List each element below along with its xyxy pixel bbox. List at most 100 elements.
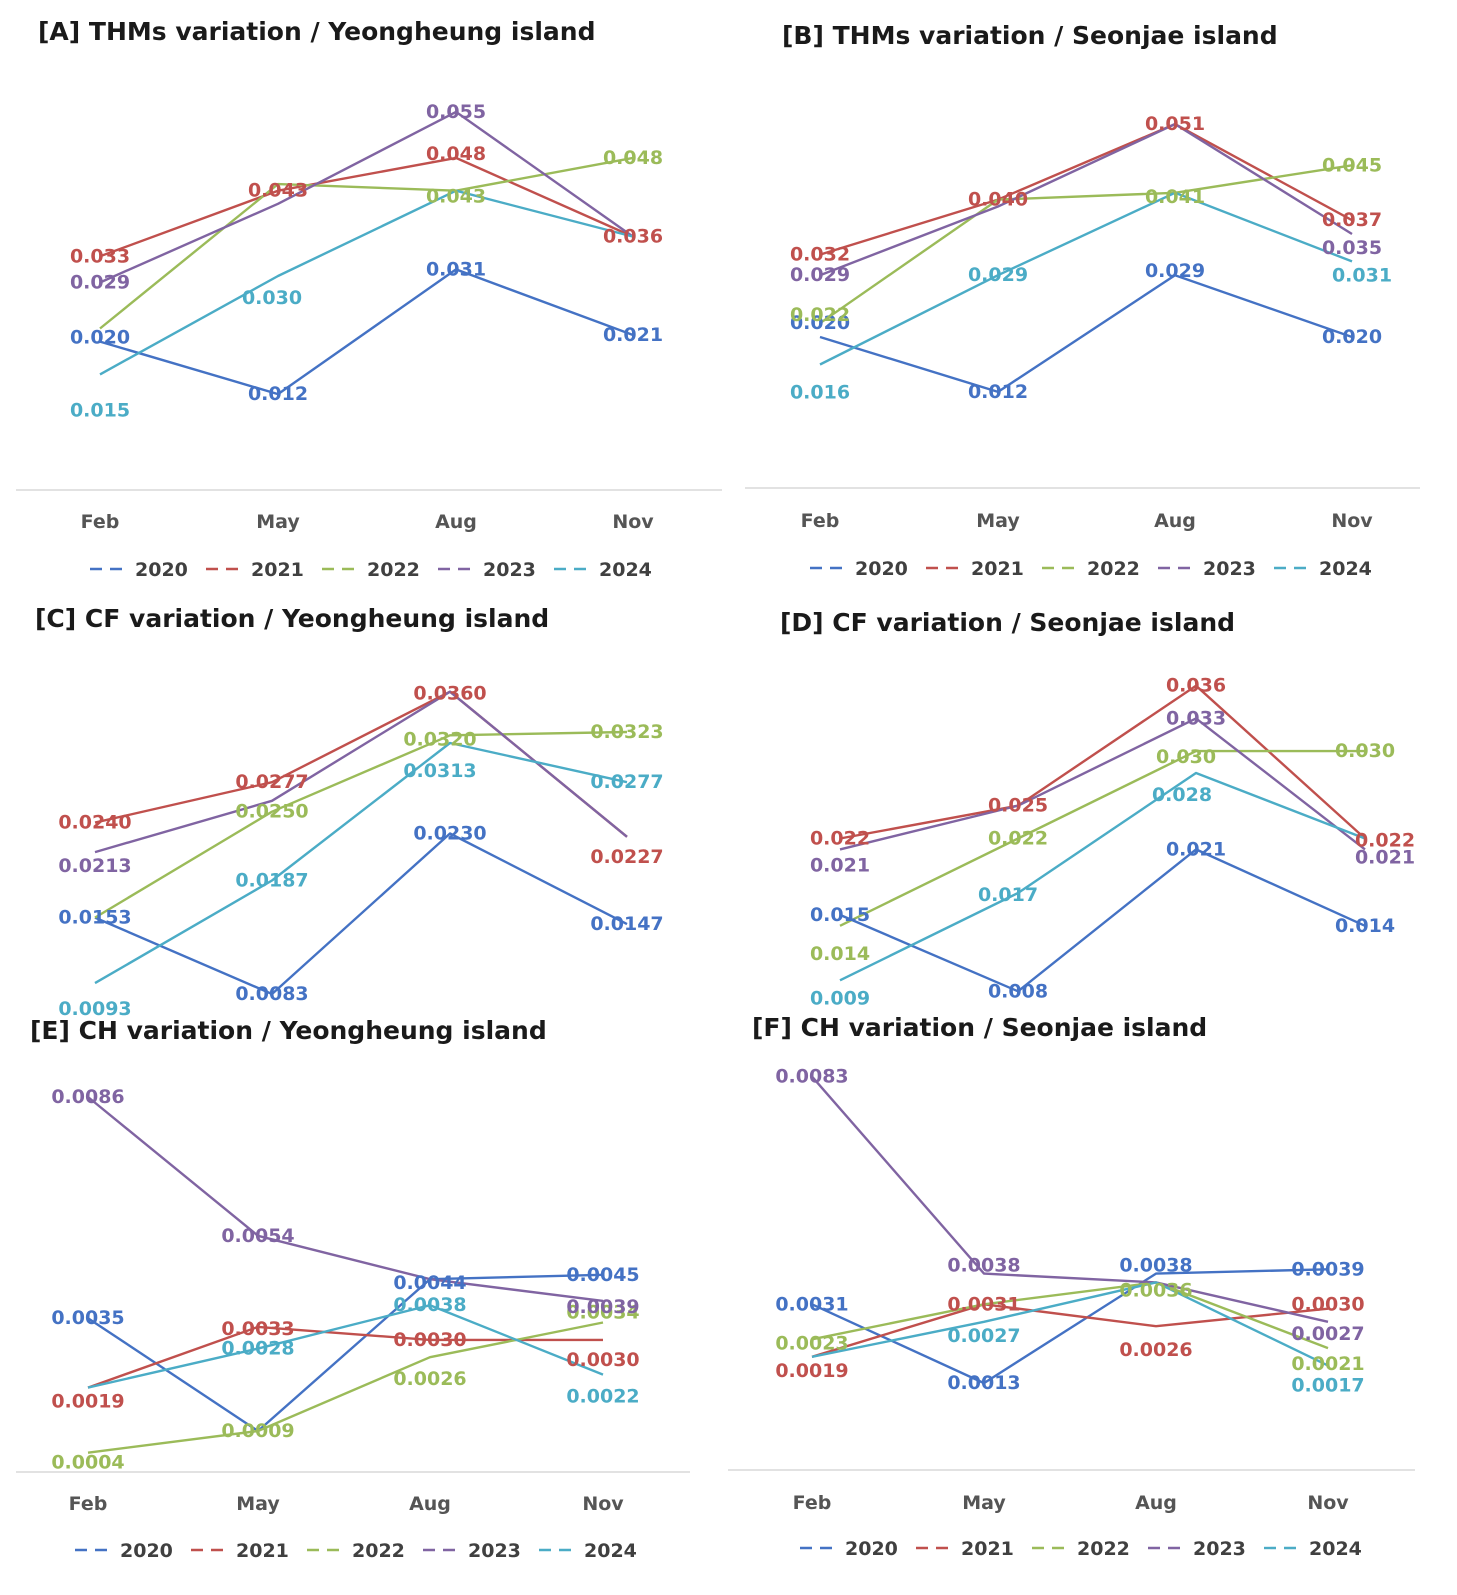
panel-b-label-2021-aug: 0.051 — [1145, 113, 1205, 135]
panel-c-label-2020-may: 0.0083 — [235, 983, 308, 1005]
panel-a-label-2021-may: 0.043 — [248, 180, 308, 202]
panel-d-label-2021-nov: 0.022 — [1355, 829, 1415, 851]
panel-b-series-2023-line — [819, 122, 1353, 277]
panel-e-label-2020-feb: 0.0035 — [51, 1307, 124, 1329]
panel-b-label-2023-nov: 0.035 — [1322, 237, 1382, 259]
panel-a-legend-label-2024: 2024 — [599, 559, 652, 581]
panel-e-x-tick-feb: Feb — [69, 1493, 108, 1515]
panel-a-series-2020-line — [99, 268, 634, 396]
panel-e-label-2020-aug: 0.0044 — [393, 1272, 466, 1294]
panel-d-label-2020-aug: 0.021 — [1166, 838, 1226, 860]
panel-c-label-2022-aug: 0.0320 — [403, 728, 476, 750]
panel-b-label-2024-feb: 0.016 — [790, 381, 850, 403]
panel-c-label-2022-nov: 0.0323 — [590, 721, 663, 743]
panel-e-legend-label-2024: 2024 — [584, 1540, 637, 1562]
panel-e-label-2022-aug: 0.0026 — [393, 1368, 466, 1390]
panel-e-series-2024-line — [87, 1303, 604, 1389]
panel-c-label-2024-nov: 0.0277 — [590, 771, 663, 793]
panel-a-label-2024-feb: 0.015 — [70, 399, 130, 421]
panel-c-series-2022-line — [94, 730, 628, 919]
panel-d-label-2021-may: 0.025 — [988, 795, 1048, 817]
panel-d-label-2024-may: 0.017 — [978, 884, 1038, 906]
panel-f-label-2020-aug: 0.0038 — [1119, 1255, 1192, 1277]
panel-e-series-2021-line — [87, 1325, 603, 1389]
panel-f-x-tick-may: May — [962, 1492, 1006, 1514]
panel-d-label-2023-feb: 0.021 — [810, 854, 870, 876]
panel-c-label-2024-feb: 0.0093 — [58, 998, 131, 1020]
panel-c-series-2020-line — [94, 832, 628, 996]
panel-b-label-2024-nov: 0.031 — [1332, 264, 1392, 286]
panel-e-label-2022-nov: 0.0034 — [566, 1302, 639, 1324]
panel-a-label-2023-feb: 0.029 — [70, 272, 130, 294]
panel-b-label-2024-may: 0.029 — [968, 264, 1028, 286]
panel-c-series-2024-line — [94, 741, 628, 985]
panel-b-legend-label-2021: 2021 — [971, 558, 1024, 580]
panel-a-series-2021-line — [99, 156, 634, 258]
panel-a-label-2020-feb: 0.020 — [70, 327, 130, 349]
panel-d-series-2023-line — [839, 717, 1366, 851]
panel-b-series-2024-line — [819, 191, 1353, 366]
panel-a-series-2023-line — [99, 110, 634, 284]
panel-f-series-2022-line — [811, 1281, 1329, 1350]
panel-f-label-2020-feb: 0.0031 — [775, 1293, 848, 1315]
panel-f-label-2021-may: 0.0031 — [947, 1293, 1020, 1315]
panel-f-label-2020-nov: 0.0039 — [1291, 1258, 1364, 1280]
panel-d-title: [D] CF variation / Seonjae island — [780, 608, 1235, 637]
panel-e-label-2020-nov: 0.0045 — [566, 1264, 639, 1286]
panel-a-legend-label-2023: 2023 — [483, 559, 536, 581]
panel-f-label-2020-may: 0.0013 — [947, 1372, 1020, 1394]
panel-a-label-2021-nov: 0.036 — [603, 226, 663, 248]
panel-b-series-2020-line — [819, 274, 1353, 394]
panel-e-label-2024-nov: 0.0022 — [566, 1386, 639, 1408]
panel-e-label-2023-nov: 0.0039 — [566, 1296, 639, 1318]
panel-d-label-2022-aug: 0.030 — [1156, 746, 1216, 768]
panel-f-legend-label-2021: 2021 — [961, 1538, 1014, 1560]
panel-d-series-2021-line — [839, 684, 1366, 840]
panel-e-label-2024-aug: 0.0038 — [393, 1294, 466, 1316]
panel-e-x-tick-aug: Aug — [409, 1493, 451, 1515]
panel-c-series-2023-line — [94, 690, 628, 854]
panel-b-label-2022-nov: 0.045 — [1322, 154, 1382, 176]
panel-b-label-2020-nov: 0.020 — [1322, 326, 1382, 348]
panel-c-label-2022-may: 0.0250 — [235, 801, 308, 823]
panel-f-series-2021-line — [811, 1303, 1329, 1358]
panel-a-label-2022-aug: 0.043 — [426, 186, 486, 208]
panel-a-series-2022-line — [99, 156, 634, 330]
panel-f-label-2023-feb: 0.0083 — [775, 1066, 848, 1088]
panel-e-series-2022-line — [87, 1321, 604, 1454]
panel-e-label-2023-feb: 0.0086 — [51, 1086, 124, 1108]
panel-f-label-2023-nov: 0.0027 — [1291, 1323, 1364, 1345]
panel-c-label-2024-aug: 0.0313 — [403, 760, 476, 782]
panel-a-label-2020-aug: 0.031 — [426, 258, 486, 280]
panel-b-label-2023-feb: 0.029 — [790, 264, 850, 286]
panel-d-label-2024-aug: 0.028 — [1152, 784, 1212, 806]
panel-d-series-2024-line — [839, 771, 1366, 982]
panel-b-x-tick-may: May — [976, 510, 1020, 532]
panel-b-label-2021-may: 0.040 — [968, 189, 1028, 211]
panel-f-label-2021-nov: 0.0030 — [1291, 1294, 1364, 1316]
panel-a-x-tick-nov: Nov — [612, 511, 654, 533]
panel-d-label-2021-aug: 0.036 — [1166, 675, 1226, 697]
panel-f-legend-label-2020: 2020 — [845, 1538, 898, 1560]
panel-f-label-2023-may: 0.0038 — [947, 1255, 1020, 1277]
panel-f-series-2023-line — [811, 1075, 1329, 1323]
panel-c-label-2021-aug: 0.0360 — [413, 683, 486, 705]
panel-e-legend-label-2023: 2023 — [468, 1540, 521, 1562]
panel-d-label-2022-nov: 0.030 — [1335, 740, 1395, 762]
panel-a-series-2024-line — [99, 189, 634, 376]
panel-e-title: [E] CH variation / Yeongheung island — [30, 1016, 547, 1045]
panel-a-label-2021-aug: 0.048 — [426, 143, 486, 165]
panel-a-x-tick-aug: Aug — [435, 511, 477, 533]
panel-f-legend-label-2022: 2022 — [1077, 1538, 1130, 1560]
panel-e-label-2021-feb: 0.0019 — [51, 1391, 124, 1413]
panel-b-label-2021-nov: 0.037 — [1322, 209, 1382, 231]
panel-b-label-2020-aug: 0.029 — [1145, 260, 1205, 282]
panel-c-label-2020-aug: 0.0230 — [413, 823, 486, 845]
panel-a-label-2020-may: 0.012 — [248, 383, 308, 405]
panel-b-label-2022-feb: 0.022 — [790, 304, 850, 326]
panel-d-label-2024-feb: 0.009 — [810, 987, 870, 1009]
panel-c-label-2021-nov: 0.0227 — [590, 846, 663, 868]
panel-a-x-tick-feb: Feb — [81, 511, 120, 533]
panel-e-label-2022-feb: 0.0004 — [51, 1452, 124, 1474]
panel-f-label-2021-feb: 0.0019 — [775, 1360, 848, 1382]
